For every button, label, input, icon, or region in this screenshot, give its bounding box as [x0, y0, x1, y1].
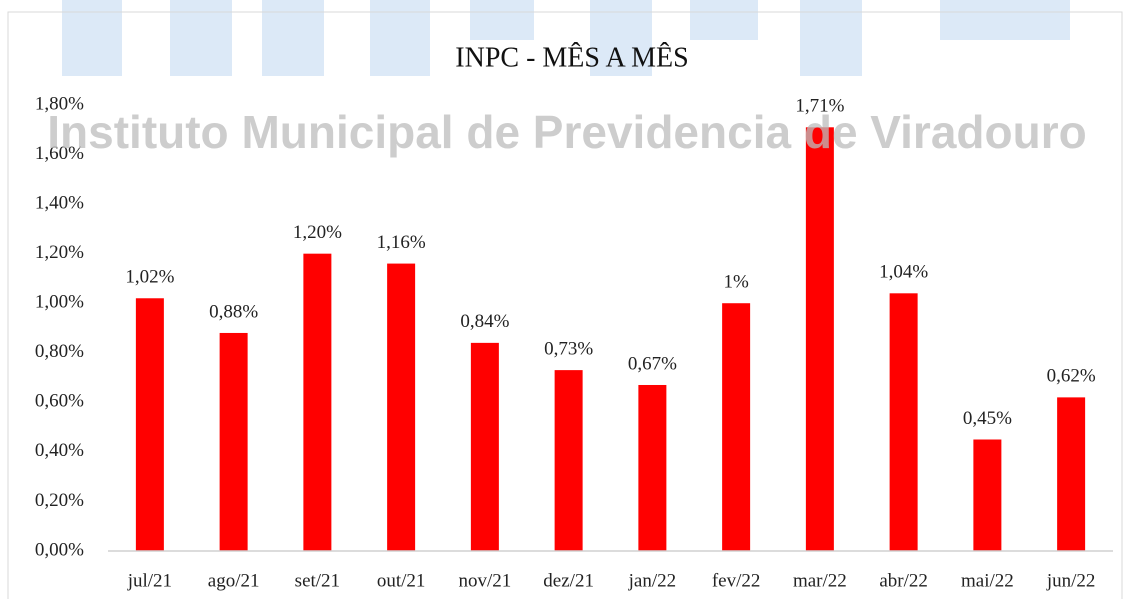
y-tick-label: 0,00% [35, 539, 84, 560]
bar [219, 332, 248, 551]
x-tick-label: dez/21 [543, 570, 594, 591]
x-tick-label: set/21 [295, 570, 340, 591]
bar [470, 342, 499, 551]
bar [722, 303, 751, 551]
y-tick-label: 1,00% [35, 292, 84, 313]
value-label: 0,67% [628, 353, 677, 374]
y-tick-label: 1,40% [35, 192, 84, 213]
bar [889, 293, 918, 551]
watermark: Instituto Municipal de Previdencia de Vi… [47, 106, 1086, 158]
value-label: 0,73% [544, 338, 593, 359]
bar [1057, 397, 1086, 551]
logo-watermark [62, 0, 1070, 76]
value-label: 1% [723, 272, 749, 293]
x-tick-label: abr/22 [879, 570, 928, 591]
value-label: 0,88% [209, 301, 258, 322]
y-tick-label: 0,40% [35, 440, 84, 461]
x-tick-label: nov/21 [458, 570, 511, 591]
x-tick-label: jul/21 [127, 570, 172, 591]
value-label: 0,84% [460, 311, 509, 332]
x-tick-label: mar/22 [793, 570, 847, 591]
x-tick-label: mai/22 [961, 570, 1014, 591]
value-label: 0,45% [963, 408, 1012, 429]
y-tick-label: 1,20% [35, 242, 84, 263]
chart-frame [7, 11, 1123, 599]
x-tick-label: fev/22 [712, 570, 761, 591]
value-label: 1,71% [795, 96, 844, 117]
x-tick-label: out/21 [377, 570, 426, 591]
y-tick-label: 0,80% [35, 341, 84, 362]
value-label: 1,20% [293, 222, 342, 243]
bar [973, 439, 1002, 551]
bar [303, 253, 332, 551]
x-tick-label: jun/22 [1046, 570, 1096, 591]
chart-title: INPC - MÊS A MÊS [455, 42, 688, 73]
y-tick-label: 1,60% [35, 143, 84, 164]
bar [805, 127, 834, 552]
value-label: 1,16% [377, 232, 426, 253]
value-label: 1,02% [125, 267, 174, 288]
x-tick-label: ago/21 [208, 570, 260, 591]
bar [554, 370, 583, 551]
bar [638, 384, 667, 551]
bar [387, 263, 416, 551]
y-tick-label: 0,20% [35, 490, 84, 511]
value-label: 0,62% [1047, 366, 1096, 387]
bar [135, 298, 164, 551]
x-tick-label: jan/22 [628, 570, 677, 591]
value-label: 1,04% [879, 262, 928, 283]
y-tick-label: 0,60% [35, 391, 84, 412]
y-tick-label: 1,80% [35, 93, 84, 114]
